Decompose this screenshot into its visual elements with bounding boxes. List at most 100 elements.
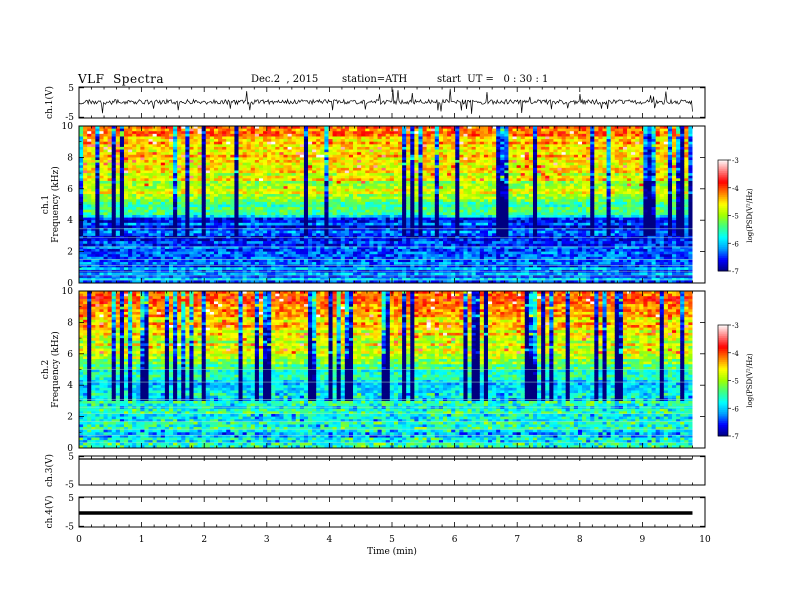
spectrogram-cell [136, 141, 141, 145]
spectrogram-cell [99, 152, 104, 156]
spectrogram-cell [369, 214, 374, 218]
spectrogram-cell [205, 280, 211, 284]
spectrogram-cell [148, 230, 154, 234]
spectrogram-cell [361, 254, 366, 258]
spectrogram-cell [246, 165, 252, 169]
spectrogram-cell [279, 199, 284, 203]
spectrogram-cell [148, 175, 154, 179]
spectrogram-cell [181, 220, 186, 224]
spectrogram-cell [164, 144, 170, 148]
spectrogram-cell [213, 254, 219, 258]
spectrogram-cell [377, 191, 383, 195]
spectrogram-cell [324, 170, 329, 174]
spectrogram-cell [193, 201, 199, 205]
spectrogram-cell [193, 128, 199, 132]
spectrogram-cell [406, 264, 411, 268]
spectrogram-cell [324, 178, 329, 182]
spectrogram-cell [406, 241, 411, 245]
spectrogram-cell [209, 207, 215, 211]
spectrogram-cell [365, 178, 370, 182]
spectrogram-cell [369, 246, 374, 250]
spectrogram-cell [230, 165, 235, 169]
spectrogram-cell [340, 157, 346, 161]
spectrogram-cell [140, 139, 145, 143]
spectrogram-cell [336, 220, 342, 224]
spectrogram-cell [254, 220, 260, 224]
spectrogram-cell [87, 165, 92, 169]
spectrogram-cell [263, 173, 268, 177]
spectrogram-cell [197, 267, 203, 271]
spectrogram-cell [173, 217, 178, 221]
spectrogram-cell [361, 241, 366, 245]
spectrogram-cell [177, 230, 182, 234]
spectrogram-cell [348, 220, 354, 224]
spectrogram-cell [226, 251, 231, 255]
spectrogram-cell [103, 165, 109, 169]
spectrogram-cell [271, 256, 276, 260]
spectrogram-cell [168, 207, 174, 211]
spectrogram-cell [332, 256, 338, 260]
spectrogram-cell [291, 220, 297, 224]
spectrogram-cell [361, 146, 366, 150]
spectrogram-cell [222, 230, 227, 234]
spectrogram-cell [275, 152, 280, 156]
spectrogram-cell [385, 230, 391, 234]
spectrogram-cell [410, 259, 415, 263]
spectrogram-cell [324, 183, 329, 187]
spectrogram-cell [377, 262, 383, 266]
spectrogram-cell [377, 194, 383, 198]
spectrogram-cell [189, 264, 194, 268]
spectrogram-cell [357, 230, 362, 234]
spectrogram-cell [291, 277, 297, 281]
spectrogram-cell [181, 152, 186, 156]
spectrogram-cell [267, 191, 272, 195]
spectrogram-cell [87, 212, 92, 216]
spectrogram-cell [295, 243, 301, 247]
spectrogram-cell [218, 228, 223, 232]
spectrogram-cell [230, 222, 235, 226]
spectrogram-cell [316, 204, 321, 208]
spectrogram-cell [197, 230, 203, 234]
spectrogram-cell [209, 170, 215, 174]
spectrogram-cell [275, 262, 280, 266]
spectrogram-cell [254, 264, 260, 268]
spectrogram-cell [218, 133, 223, 137]
spectrogram-cell [393, 178, 399, 182]
spectrogram-cell [414, 209, 419, 213]
spectrogram-cell [148, 262, 154, 266]
spectrogram-cell [263, 264, 268, 268]
spectrogram-cell [213, 230, 219, 234]
spectrogram-cell [95, 214, 100, 218]
spectrogram-cell [148, 162, 154, 166]
spectrogram-cell [303, 259, 309, 263]
spectrogram-cell [160, 233, 166, 237]
spectrogram-cell [308, 238, 313, 242]
spectrogram-cell [99, 256, 104, 260]
spectrogram-cell [369, 186, 374, 190]
spectrogram-cell [279, 165, 284, 169]
spectrogram-cell [197, 167, 203, 171]
spectrogram-cell [398, 277, 403, 281]
spectrogram-cell [389, 217, 395, 221]
spectrogram-cell [218, 238, 223, 242]
spectrogram-cell [406, 259, 411, 263]
spectrogram-cell [164, 186, 170, 190]
spectrogram-cell [107, 256, 113, 260]
spectrogram-cell [312, 233, 317, 237]
spectrogram-cell [181, 225, 186, 229]
spectrogram-cell [140, 220, 145, 224]
spectrogram-cell [140, 152, 145, 156]
spectrogram-cell [242, 256, 248, 260]
spectrogram-cell [324, 175, 329, 179]
spectrogram-cell [267, 264, 272, 268]
spectrogram-cell [393, 212, 399, 216]
spectrogram-cell [344, 259, 350, 263]
spectrogram-cell [83, 241, 88, 245]
spectrogram-cell [226, 180, 231, 184]
spectrogram-cell [189, 228, 194, 232]
spectrogram-cell [361, 167, 366, 171]
spectrogram-cell [185, 126, 190, 130]
spectrogram-cell [287, 175, 293, 179]
spectrogram-cell [128, 233, 133, 237]
spectrogram-cell [287, 144, 293, 148]
